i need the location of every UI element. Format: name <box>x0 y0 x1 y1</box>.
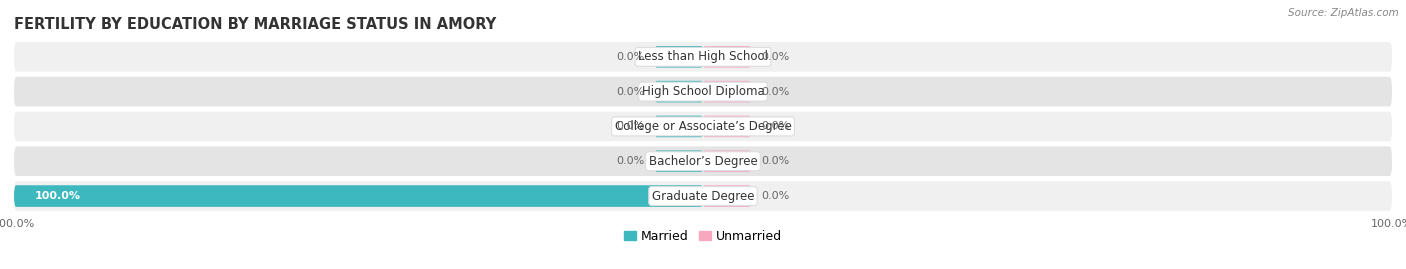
FancyBboxPatch shape <box>14 112 1392 141</box>
Text: 0.0%: 0.0% <box>616 87 644 97</box>
Text: 0.0%: 0.0% <box>762 87 790 97</box>
Text: Less than High School: Less than High School <box>638 50 768 63</box>
Text: College or Associate’s Degree: College or Associate’s Degree <box>614 120 792 133</box>
FancyBboxPatch shape <box>14 146 1392 176</box>
Text: High School Diploma: High School Diploma <box>641 85 765 98</box>
FancyBboxPatch shape <box>655 150 703 172</box>
FancyBboxPatch shape <box>703 185 751 207</box>
FancyBboxPatch shape <box>703 46 751 68</box>
Text: Bachelor’s Degree: Bachelor’s Degree <box>648 155 758 168</box>
FancyBboxPatch shape <box>14 42 1392 72</box>
FancyBboxPatch shape <box>703 150 751 172</box>
FancyBboxPatch shape <box>14 185 703 207</box>
Text: 0.0%: 0.0% <box>762 156 790 166</box>
FancyBboxPatch shape <box>14 181 1392 211</box>
Text: 0.0%: 0.0% <box>616 121 644 132</box>
Text: Source: ZipAtlas.com: Source: ZipAtlas.com <box>1288 8 1399 18</box>
FancyBboxPatch shape <box>655 46 703 68</box>
FancyBboxPatch shape <box>703 81 751 102</box>
Text: FERTILITY BY EDUCATION BY MARRIAGE STATUS IN AMORY: FERTILITY BY EDUCATION BY MARRIAGE STATU… <box>14 17 496 32</box>
Text: 0.0%: 0.0% <box>616 156 644 166</box>
Text: Graduate Degree: Graduate Degree <box>652 190 754 203</box>
FancyBboxPatch shape <box>703 116 751 137</box>
Legend: Married, Unmarried: Married, Unmarried <box>619 225 787 248</box>
Text: 0.0%: 0.0% <box>762 121 790 132</box>
FancyBboxPatch shape <box>655 81 703 102</box>
Text: 0.0%: 0.0% <box>762 52 790 62</box>
FancyBboxPatch shape <box>655 116 703 137</box>
Text: 0.0%: 0.0% <box>762 191 790 201</box>
FancyBboxPatch shape <box>14 77 1392 107</box>
Text: 0.0%: 0.0% <box>616 52 644 62</box>
Text: 100.0%: 100.0% <box>35 191 80 201</box>
